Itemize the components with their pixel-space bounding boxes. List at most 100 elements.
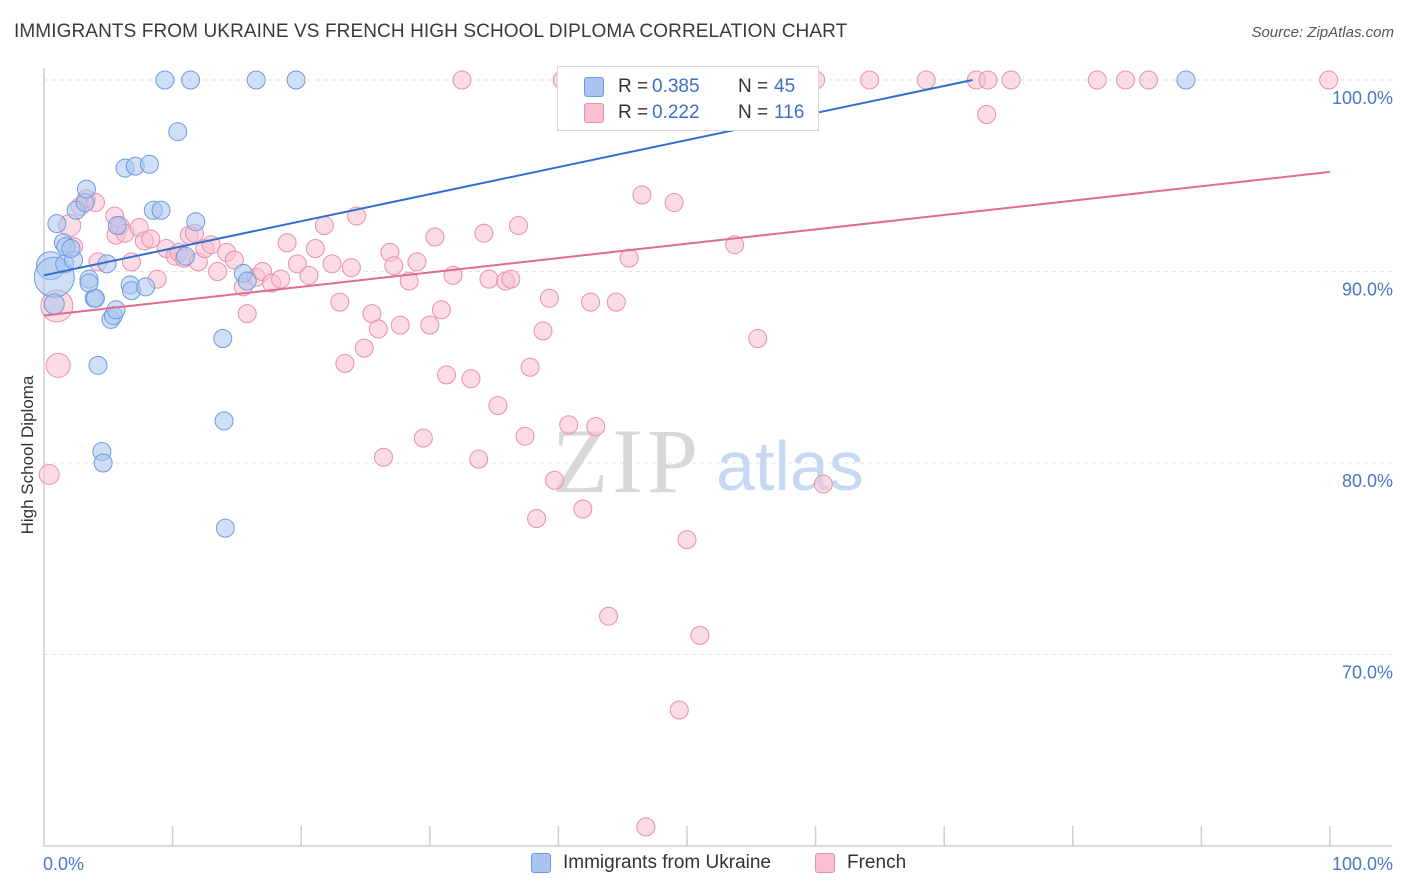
grid-lines [44, 79, 1392, 655]
point-ukraine [155, 70, 175, 90]
legend-n-key: N = [738, 102, 769, 123]
point-ukraine [106, 300, 126, 320]
point-french [1139, 70, 1159, 90]
x-tick-label: 0.0% [43, 854, 84, 874]
point-french [354, 338, 374, 358]
point-french [437, 365, 457, 385]
point-ukraine [181, 70, 201, 90]
point-french [1001, 70, 1021, 90]
legend-series: Immigrants from Ukraine French [0, 852, 1406, 878]
point-french [407, 252, 427, 272]
legend-r-value: 0.222 [652, 102, 700, 123]
point-ukraine [214, 411, 234, 431]
point-french [420, 315, 440, 335]
point-ukraine [215, 518, 235, 538]
point-ukraine [246, 70, 266, 90]
point-french [669, 700, 689, 720]
point-french [725, 235, 745, 255]
point-french [299, 265, 319, 285]
point-french [978, 70, 998, 90]
point-french [545, 470, 565, 490]
point-french [520, 357, 540, 377]
point-french [208, 262, 228, 281]
point-french [425, 227, 445, 247]
point-ukraine [88, 355, 108, 375]
point-french [384, 256, 404, 276]
point-ukraine [286, 70, 306, 90]
point-french [224, 250, 244, 270]
point-ukraine [79, 273, 99, 293]
axes [43, 68, 1392, 847]
legend-swatch-ukraine [531, 853, 551, 873]
legend-r-key: R = [618, 76, 649, 97]
point-french [533, 321, 553, 341]
trend-line-french [43, 170, 1331, 317]
point-french [1087, 70, 1107, 90]
point-french [664, 193, 684, 213]
legend-item-ukraine: Immigrants from Ukraine [531, 852, 771, 874]
point-french [632, 185, 652, 205]
point-french [599, 606, 619, 626]
point-french [237, 304, 257, 324]
point-french [573, 499, 593, 519]
legend-swatch-french [815, 853, 835, 873]
chart-title: IMMIGRANTS FROM UKRAINE VS FRENCH HIGH S… [14, 21, 848, 42]
point-ukraine [175, 246, 195, 266]
point-french [606, 292, 626, 312]
point-french [374, 447, 394, 467]
point-ukraine [1176, 70, 1196, 90]
point-french [559, 415, 579, 435]
legend-label-french: French [847, 852, 907, 873]
y-tick-label: 80.0% [1342, 471, 1393, 491]
legend-r-value: 0.385 [652, 76, 700, 97]
point-french [1319, 70, 1339, 90]
point-french [539, 288, 559, 308]
point-french [619, 248, 639, 268]
point-french [413, 428, 433, 448]
point-french [305, 239, 325, 259]
point-french [1116, 70, 1136, 90]
x-tick-label: 100.0% [1332, 854, 1393, 874]
point-ukraine [237, 271, 257, 291]
point-french [368, 319, 388, 339]
point-french [45, 352, 71, 378]
point-french [916, 70, 936, 90]
point-french [488, 396, 508, 416]
point-ukraine [186, 212, 206, 232]
point-french [474, 223, 494, 243]
series-ukraine [33, 70, 1196, 538]
point-ukraine [151, 200, 171, 220]
point-ukraine [168, 122, 188, 142]
y-tick-label: 70.0% [1342, 663, 1393, 683]
point-ukraine [93, 453, 113, 473]
point-ukraine [213, 329, 233, 349]
point-french [813, 474, 833, 494]
chart-source: Source: ZipAtlas.com [1251, 24, 1394, 41]
point-french [277, 233, 297, 253]
point-french [515, 426, 535, 446]
legend-r-key: R = [618, 102, 649, 123]
point-french [330, 292, 350, 312]
point-french [314, 216, 334, 236]
point-ukraine [136, 277, 156, 297]
point-french [141, 229, 161, 249]
point-french [322, 254, 342, 274]
point-french [677, 530, 697, 550]
point-ukraine [139, 154, 159, 174]
point-french [527, 509, 547, 529]
point-ukraine [61, 239, 81, 259]
point-french [341, 258, 361, 278]
point-french [509, 216, 529, 236]
legend-n-value: 116 [774, 102, 805, 123]
point-french [636, 817, 656, 837]
legend-n-value: 45 [774, 76, 796, 97]
point-french [586, 417, 606, 437]
point-french [271, 269, 291, 289]
point-french [748, 329, 768, 349]
point-french [399, 271, 419, 291]
legend-row-ukraine: R = 0.385 N = 45 [584, 74, 795, 100]
point-ukraine [107, 216, 127, 236]
point-french [287, 254, 307, 274]
point-french [977, 104, 997, 124]
point-ukraine [76, 179, 96, 199]
